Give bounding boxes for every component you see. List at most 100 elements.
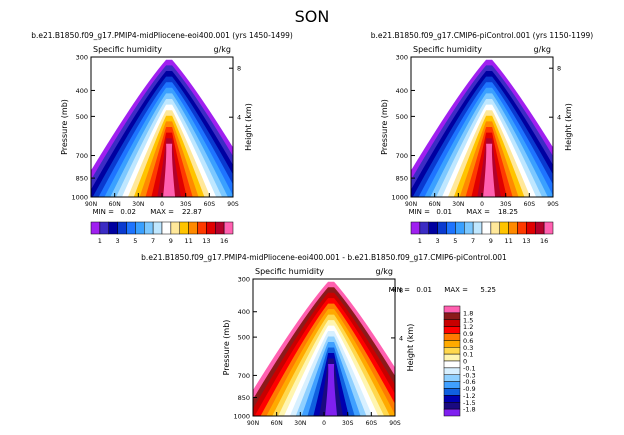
min-value: 0.01: [416, 286, 432, 294]
contour-band: [325, 363, 338, 416]
colorbar-swatch: [443, 333, 461, 341]
y-tick-label: 1000: [233, 413, 250, 421]
y-tick-label: 1000: [71, 194, 88, 202]
colorbar-swatch: [428, 221, 438, 235]
x-tick-label: 0: [160, 201, 164, 208]
colorbar-label: 7: [471, 237, 475, 245]
colorbar-swatch: [443, 319, 461, 327]
contour-band: [163, 143, 176, 197]
y-tick-label: 500: [238, 334, 250, 342]
max-value: 18.25: [498, 208, 518, 216]
x-tick-label: 90N: [405, 201, 417, 208]
colorbar-label: -1.2: [463, 392, 476, 400]
y-tick-label: 700: [238, 372, 250, 380]
contour-band: [483, 143, 496, 197]
y-axis-label: Pressure (mb): [60, 99, 69, 155]
right-axis-label: Height (km): [564, 103, 573, 151]
right-tick-label: 8: [399, 286, 403, 294]
min-label: MIN =: [93, 208, 115, 216]
y-tick-label: 300: [238, 276, 250, 284]
colorbar-swatch: [152, 221, 163, 235]
colorbar-swatch: [455, 221, 465, 235]
colorbar-swatch: [443, 374, 461, 382]
colorbar: 1 3 5 7 9 11 13 16: [410, 221, 554, 245]
min-label: MIN =: [409, 208, 431, 216]
colorbar-label: 0.9: [463, 330, 473, 338]
colorbar-swatch: [188, 221, 198, 235]
colorbar-swatch: [443, 388, 461, 396]
figure-title: SON: [295, 7, 330, 26]
colorbar-label: -1.8: [463, 406, 476, 414]
contour-bands: [411, 59, 553, 197]
colorbar-label: 16: [220, 237, 228, 245]
min-value: 0.01: [436, 208, 452, 216]
colorbar-swatch: [419, 221, 429, 235]
y-tick-label: 300: [76, 54, 88, 62]
units-label: g/kg: [376, 267, 393, 276]
panel-title: b.e21.B1850.f09_g17.PMIP4-midPliocene-eo…: [31, 31, 293, 40]
colorbar-swatch: [443, 395, 461, 403]
colorbar-swatch: [108, 221, 118, 235]
colorbar-label: 0.3: [463, 344, 473, 352]
right-tick-label: 4: [399, 334, 403, 342]
colorbar-swatch: [508, 221, 518, 235]
colorbar: 1 3 5 7 9 11 13 16: [90, 221, 234, 245]
colorbar-swatch: [443, 305, 461, 314]
colorbar-swatch: [443, 340, 461, 348]
colorbar-swatch: [179, 221, 189, 235]
colorbar-swatch: [135, 221, 145, 235]
colorbar-swatch: [490, 221, 500, 235]
x-tick-label: 60N: [429, 201, 441, 208]
max-label: MAX =: [150, 208, 174, 216]
colorbar-swatch: [499, 221, 509, 235]
colorbar-swatch: [443, 312, 461, 320]
colorbar-label: -1.5: [463, 399, 476, 407]
y-tick-label: 400: [76, 87, 88, 95]
colorbar-swatch: [206, 221, 216, 235]
x-tick-label: 60S: [366, 420, 378, 427]
x-tick-label: 90S: [547, 201, 559, 208]
colorbar-swatch: [443, 381, 461, 389]
colorbar-swatch: [437, 221, 447, 235]
colorbar-label: 16: [540, 237, 548, 245]
colorbar-swatch: [464, 221, 474, 235]
colorbar-swatch: [197, 221, 207, 235]
colorbar-swatch: [517, 221, 527, 235]
right-axis-label: Height (km): [406, 324, 415, 372]
y-axis-label: Pressure (mb): [380, 99, 389, 155]
y-tick-label: 700: [396, 152, 408, 160]
right-tick-label: 8: [557, 65, 561, 73]
colorbar-swatch: [443, 326, 461, 334]
colorbar-swatch: [443, 402, 461, 410]
right-tick-label: 4: [237, 114, 241, 122]
colorbar-label: 11: [184, 237, 192, 245]
colorbar-swatch: [443, 408, 461, 417]
units-label: g/kg: [534, 45, 551, 54]
colorbar-swatch: [410, 221, 421, 235]
colorbar-label: 3: [436, 237, 440, 245]
x-tick-label: 30S: [342, 420, 354, 427]
x-tick-label: 30N: [132, 201, 144, 208]
max-label: MAX =: [444, 286, 468, 294]
x-tick-label: 90N: [247, 420, 259, 427]
right-axis-label: Height (km): [244, 103, 253, 151]
colorbar-label: 1.8: [463, 309, 473, 317]
colorbar-swatch: [535, 221, 545, 235]
colorbar-swatch: [170, 221, 180, 235]
x-tick-label: 60S: [204, 201, 216, 208]
colorbar-swatch: [543, 221, 554, 235]
chart-panel-2: b.e21.B1850.f09_g17.CMIP6-piControl.001 …: [371, 31, 594, 245]
colorbar-swatch: [90, 221, 101, 235]
colorbar-label: 3: [116, 237, 120, 245]
panel-title: b.e21.B1850.f09_g17.CMIP6-piControl.001 …: [371, 31, 594, 40]
colorbar-label: 5: [133, 237, 137, 245]
max-value: 5.25: [480, 286, 496, 294]
y-tick-label: 400: [238, 308, 250, 316]
colorbar-swatch: [161, 221, 172, 235]
colorbar-swatch: [481, 221, 492, 235]
x-tick-label: 0: [322, 420, 326, 427]
x-tick-label: 90N: [85, 201, 97, 208]
colorbar-swatch: [144, 221, 154, 235]
colorbar-swatch: [99, 221, 109, 235]
